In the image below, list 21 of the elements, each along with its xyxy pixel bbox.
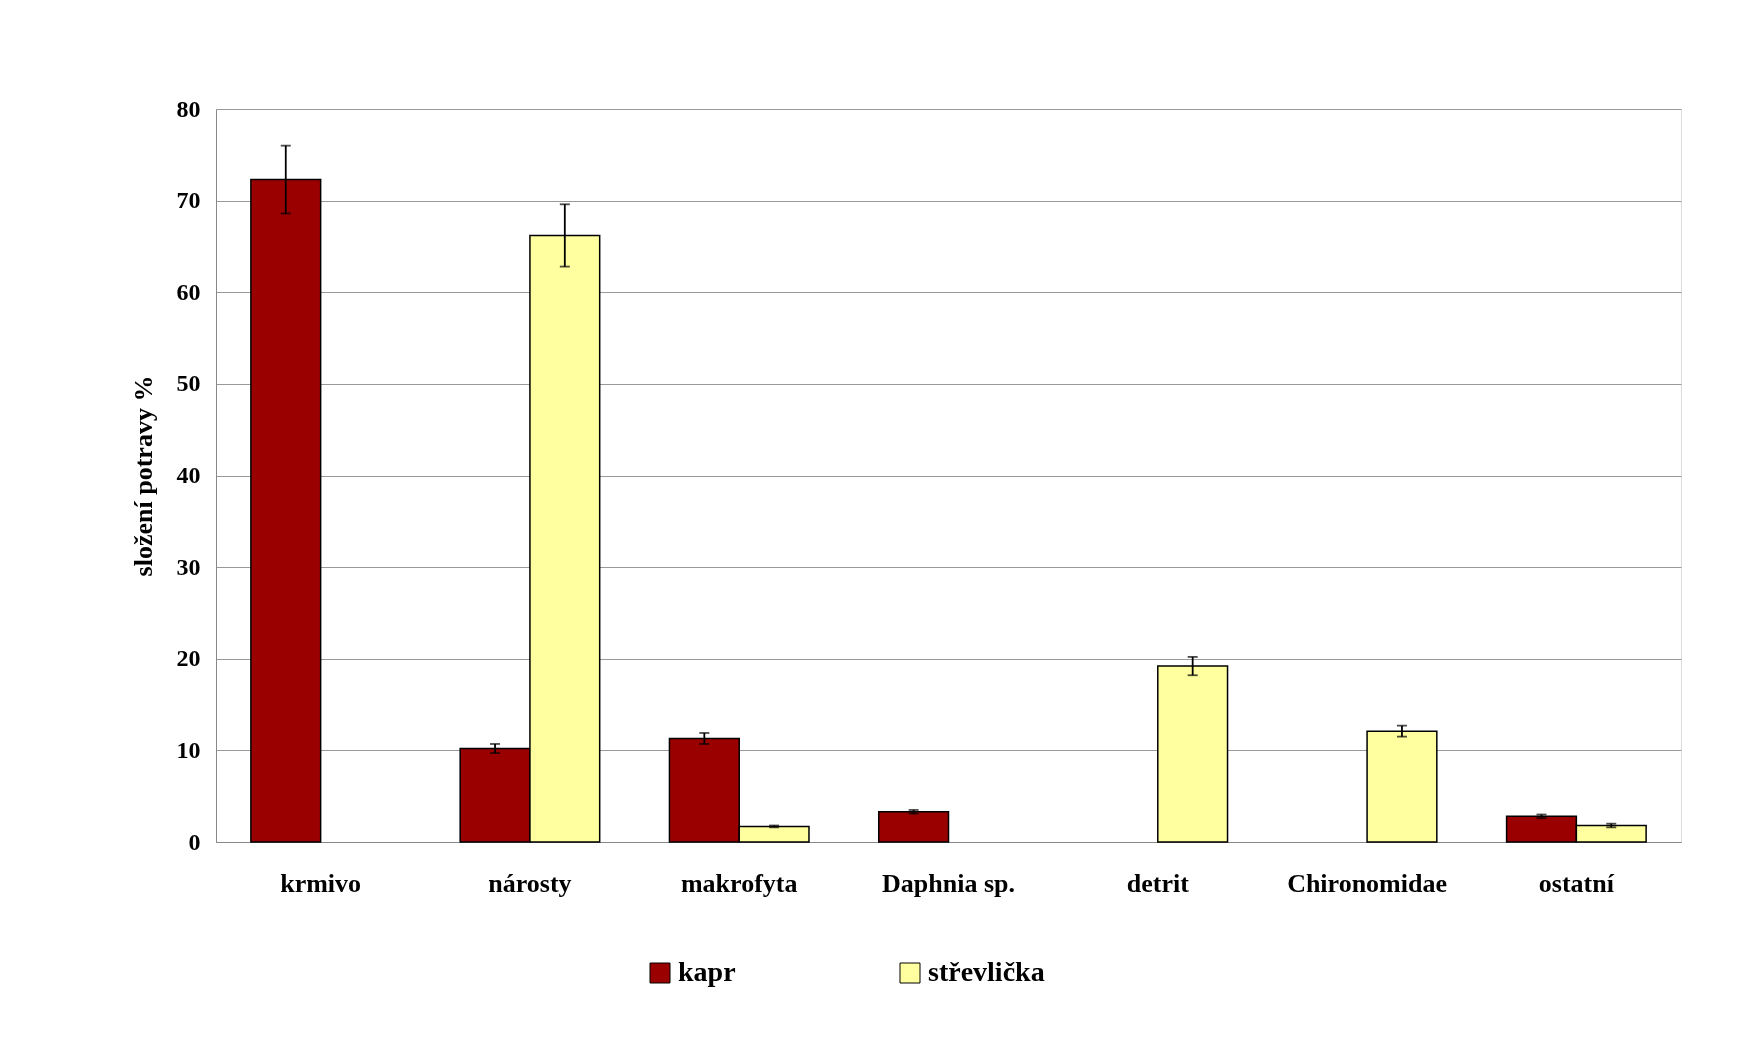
y-tick-label: 50 <box>176 370 201 397</box>
x-tick-label: ostatní <box>1538 868 1615 898</box>
x-tick-label: detrit <box>1126 868 1190 898</box>
y-tick-label: 20 <box>176 645 201 672</box>
x-tick-label: nárosty <box>488 868 572 898</box>
y-tick-label: 70 <box>176 187 201 214</box>
bar <box>1366 730 1438 843</box>
legend-label: kapr <box>678 956 736 987</box>
x-tick-label: makrofyta <box>680 868 798 898</box>
y-tick-label: 0 <box>188 828 201 855</box>
legend-label: střevlička <box>928 956 1045 987</box>
x-tick-label: krmivo <box>280 868 362 898</box>
y-tick-label: 40 <box>176 462 201 488</box>
y-tick-label: 60 <box>176 278 201 305</box>
y-tick-label: 80 <box>176 95 201 122</box>
y-tick-label: 30 <box>176 553 201 580</box>
x-tick-label: Daphnia sp. <box>882 868 1015 898</box>
y-tick-label: 10 <box>176 736 201 763</box>
y-axis-title: složení potravy % <box>128 375 158 577</box>
bar <box>877 811 950 843</box>
x-tick-label: Chironomidae <box>1287 868 1448 898</box>
